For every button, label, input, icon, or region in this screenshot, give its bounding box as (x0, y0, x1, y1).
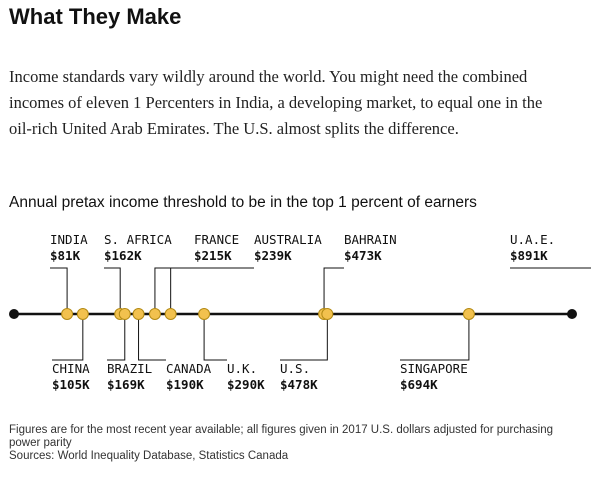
connector-s-africa (104, 267, 121, 314)
dot-canada (132, 308, 145, 320)
footnote: Figures are for the most recent year ava… (9, 424, 569, 463)
value-label-u-s: $478K (280, 377, 318, 392)
value-label-india: $81K (50, 248, 81, 263)
dot-brazil (118, 308, 131, 320)
country-label-india: INDIA (50, 232, 88, 247)
dot-australia (164, 308, 177, 320)
country-label-u-k: U.K. (227, 361, 257, 376)
connector-australia (170, 267, 254, 314)
connector-u-a-e (510, 267, 591, 269)
connector-u-k (203, 314, 227, 361)
chart-title: What They Make (9, 4, 182, 29)
intro-paragraph: Income standards vary wildly around the … (9, 67, 543, 138)
footnote-note: Figures are for the most recent year ava… (9, 424, 553, 449)
country-label-france: FRANCE (194, 232, 239, 247)
value-label-u-a-e: $891K (510, 248, 548, 263)
axis-end-left (9, 309, 19, 319)
country-label-singapore: SINGAPORE (400, 361, 468, 376)
country-label-u-s: U.S. (280, 361, 310, 376)
axis-end-right (567, 309, 577, 319)
connector-france (154, 267, 194, 314)
connector-china (52, 314, 84, 361)
value-label-australia: $239K (254, 248, 292, 263)
connector-singapore (400, 314, 470, 361)
connector-india (50, 267, 68, 314)
value-label-france: $215K (194, 248, 232, 263)
dot-singapore (462, 308, 475, 320)
value-label-u-k: $290K (227, 377, 265, 392)
dot-india (61, 308, 74, 320)
country-label-china: CHINA (52, 361, 90, 376)
value-label-china: $105K (52, 377, 90, 392)
footnote-sources: Sources: World Inequality Database, Stat… (9, 450, 289, 462)
chart-subtitle: Annual pretax income threshold to be in … (9, 194, 477, 211)
dot-u-k (198, 308, 211, 320)
country-label-brazil: BRAZIL (107, 361, 152, 376)
value-label-singapore: $694K (400, 377, 438, 392)
dot-france (148, 308, 161, 320)
value-label-s-africa: $162K (104, 248, 142, 263)
connector-brazil (107, 314, 126, 361)
value-label-bahrain: $473K (344, 248, 382, 263)
country-label-australia: AUSTRALIA (254, 232, 322, 247)
country-label-s-africa: S. AFRICA (104, 232, 172, 247)
connector-canada (138, 314, 166, 361)
country-label-canada: CANADA (166, 361, 212, 376)
country-label-bahrain: BAHRAIN (344, 232, 397, 247)
connector-u-s (280, 314, 328, 361)
country-label-u-a-e: U.A.E. (510, 232, 555, 247)
value-label-brazil: $169K (107, 377, 145, 392)
dot-u-s (321, 308, 334, 320)
value-label-canada: $190K (166, 377, 204, 392)
dot-china (76, 308, 89, 320)
data-dots (61, 308, 475, 320)
connector-bahrain (323, 267, 344, 314)
connector-lines (50, 267, 591, 361)
